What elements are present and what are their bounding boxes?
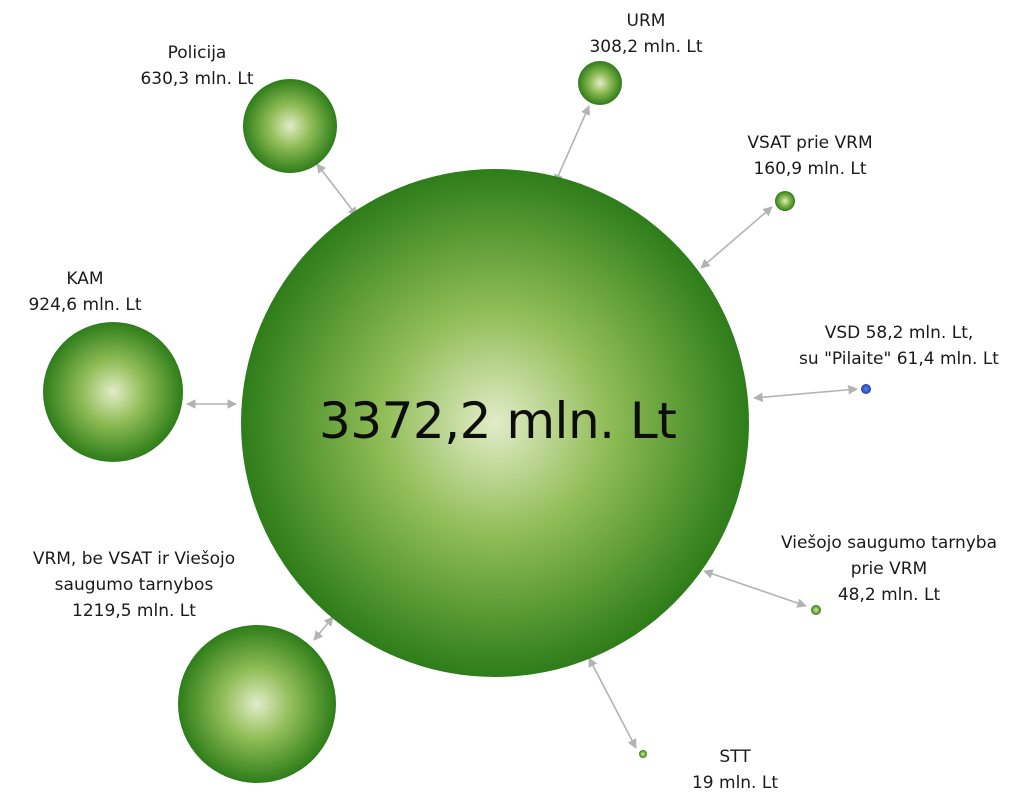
label-vsat-value: 160,9 mln. Lt	[753, 159, 867, 179]
label-kam-name: KAM	[66, 269, 104, 289]
label-stt-value: 19 mln. Lt	[691, 773, 779, 793]
label-vsd-line1: VSD 58,2 mln. Lt,	[824, 323, 974, 343]
connector-vsat	[700, 206, 773, 269]
label-kam: KAM 924,6 mln. Lt	[10, 266, 160, 318]
label-urm: URM 308,2 mln. Lt	[566, 8, 726, 60]
label-vsat: VSAT prie VRM 160,9 mln. Lt	[720, 130, 900, 182]
bubble-urm	[578, 61, 622, 105]
bubble-policija	[243, 79, 337, 173]
label-stt: STT 19 mln. Lt	[680, 744, 790, 796]
connector-stt	[588, 657, 637, 749]
bubble-stt	[639, 750, 647, 758]
bubble-kam	[43, 322, 183, 462]
connector-urm	[554, 105, 590, 184]
connector-vst	[703, 569, 807, 608]
label-policija: Policija 630,3 mln. Lt	[120, 40, 274, 92]
bubble-vrm	[178, 625, 336, 783]
bubble-vst	[811, 605, 821, 615]
label-stt-name: STT	[719, 747, 751, 767]
label-vrm-value: 1219,5 mln. Lt	[72, 601, 196, 621]
connectors	[186, 105, 858, 749]
label-vsd-line2: su "Pilaite" 61,4 mln. Lt	[799, 349, 999, 369]
total-label: 3372,2 mln. Lt	[319, 392, 677, 450]
label-urm-name: URM	[626, 11, 666, 31]
label-policija-name: Policija	[167, 43, 227, 63]
label-vst-line1: Viešojo saugumo tarnyba	[780, 533, 998, 553]
connector-vsd	[753, 384, 858, 403]
label-vrm-line1: VRM, be VSAT ir Viešojo	[32, 549, 236, 569]
label-urm-value: 308,2 mln. Lt	[589, 37, 703, 57]
label-vrm-line2: saugumo tarnybos	[54, 575, 214, 595]
connector-policija	[316, 163, 358, 217]
label-vst: Viešojo saugumo tarnyba prie VRM 48,2 ml…	[758, 530, 1020, 608]
label-kam-value: 924,6 mln. Lt	[28, 295, 142, 315]
bubble-vsat	[775, 191, 795, 211]
bubble-vsd	[861, 384, 871, 394]
label-vst-line2: prie VRM	[850, 559, 928, 579]
label-vsat-name: VSAT prie VRM	[747, 133, 873, 153]
bubble-total	[241, 169, 749, 677]
connector-vrm	[313, 616, 334, 641]
label-vsd: VSD 58,2 mln. Lt, su "Pilaite" 61,4 mln.…	[780, 320, 1018, 372]
label-vst-value: 48,2 mln. Lt	[837, 585, 941, 605]
label-policija-value: 630,3 mln. Lt	[140, 69, 254, 89]
label-vrm: VRM, be VSAT ir Viešojo saugumo tarnybos…	[2, 546, 266, 624]
